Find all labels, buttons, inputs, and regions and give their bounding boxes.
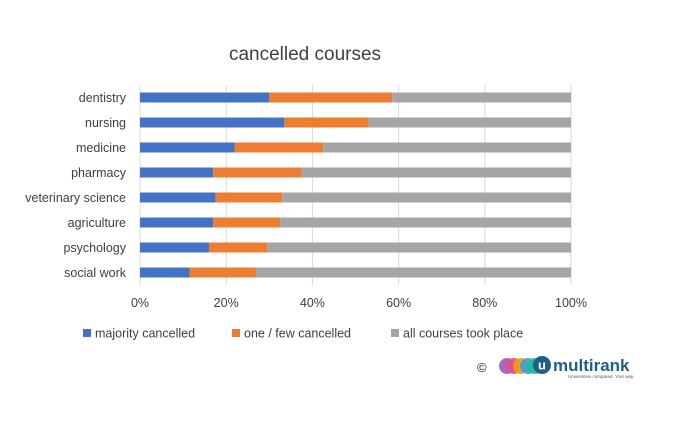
bar-segment xyxy=(140,93,269,103)
category-label: pharmacy xyxy=(71,166,127,180)
category-label: veterinary science xyxy=(25,191,126,205)
x-axis-tick-labels: 0% 20% 40% 60% 80% 100% xyxy=(131,296,587,310)
category-label: social work xyxy=(64,266,127,280)
x-tick-label: 60% xyxy=(386,296,411,310)
bar-segment xyxy=(140,268,190,278)
chart-title: cancelled courses xyxy=(229,44,381,65)
bar-segment xyxy=(302,168,571,178)
legend-swatch xyxy=(232,329,240,337)
grid xyxy=(140,85,571,285)
bar-segment xyxy=(215,193,282,203)
legend-label: one / few cancelled xyxy=(244,327,351,341)
bar-segment xyxy=(213,218,280,228)
bars xyxy=(140,93,571,278)
bar-segment xyxy=(235,143,323,153)
bar-segment xyxy=(392,93,571,103)
x-tick-label: 100% xyxy=(555,296,587,310)
category-label: medicine xyxy=(76,141,126,155)
bar-segment xyxy=(190,268,257,278)
x-tick-label: 20% xyxy=(214,296,239,310)
category-label: dentistry xyxy=(79,91,127,105)
legend-swatch xyxy=(83,329,91,337)
category-label: agriculture xyxy=(68,216,126,230)
x-tick-label: 40% xyxy=(300,296,325,310)
legend-label: all courses took place xyxy=(403,327,523,341)
legend-swatch xyxy=(391,329,399,337)
bar-segment xyxy=(140,118,284,128)
bar-segment xyxy=(140,218,213,228)
logo-name: multirank xyxy=(553,356,630,375)
logo-circles-icon: u xyxy=(499,356,551,374)
bar-segment xyxy=(209,243,267,253)
bar-segment xyxy=(284,118,368,128)
bar-segment xyxy=(256,268,571,278)
legend-item: one / few cancelled xyxy=(232,327,351,341)
bar-segment xyxy=(280,218,571,228)
legend-item: all courses took place xyxy=(391,327,523,341)
bar-segment xyxy=(282,193,571,203)
multirank-logo: © u multirank Universities compared. You… xyxy=(477,356,634,379)
logo-tagline: Universities compared. Your way. xyxy=(568,374,634,379)
legend-label: majority cancelled xyxy=(95,327,195,341)
bar-segment xyxy=(269,93,392,103)
bar-segment xyxy=(140,193,215,203)
logo-badge-letter: u xyxy=(538,358,546,373)
copyright-symbol: © xyxy=(477,360,487,375)
bar-segment xyxy=(323,143,571,153)
category-label: psychology xyxy=(63,241,126,255)
bar-segment xyxy=(213,168,301,178)
x-tick-label: 0% xyxy=(131,296,149,310)
legend-item: majority cancelled xyxy=(83,327,195,341)
legend: majority cancelled one / few cancelled all… xyxy=(83,327,523,341)
bar-segment xyxy=(140,168,213,178)
category-label: nursing xyxy=(85,116,126,130)
x-tick-label: 80% xyxy=(472,296,497,310)
bar-segment xyxy=(368,118,571,128)
bar-segment xyxy=(267,243,571,253)
bar-segment xyxy=(140,143,235,153)
category-labels: dentistry nursing medicine pharmacy veterina… xyxy=(25,91,126,280)
bar-segment xyxy=(140,243,209,253)
